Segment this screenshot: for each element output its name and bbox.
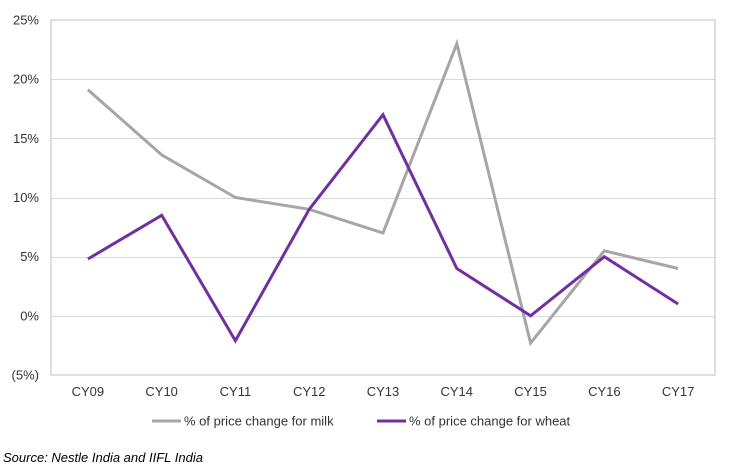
x-tick-label: CY11: [220, 384, 252, 399]
y-tick-label: 25%: [13, 13, 39, 28]
legend-label: % of price change for milk: [184, 414, 334, 429]
legend: % of price change for milk % of price cha…: [152, 414, 571, 429]
source-note: Source: Nestle India and IIFL India: [3, 450, 203, 465]
x-tick-label: CY17: [662, 384, 695, 399]
x-tick-label: CY10: [145, 384, 178, 399]
y-tick-label: 10%: [13, 190, 39, 205]
series-lines: [86, 38, 679, 347]
y-tick-labels: 25% 20% 15% 10% 5% 0% (5%): [12, 13, 40, 383]
x-tick-label: CY16: [588, 384, 621, 399]
y-tick-label: 20%: [13, 72, 39, 87]
series-line-wheat: [87, 111, 679, 344]
x-tick-label: CY14: [441, 384, 474, 399]
axes: [50, 19, 716, 376]
x-tick-label: CY09: [72, 384, 105, 399]
y-tick-label: 15%: [13, 131, 39, 146]
legend-label: % of price change for wheat: [409, 414, 571, 429]
x-tick-labels: CY09 CY10 CY11 CY12 CY13 CY14 CY15 CY16 CY17: [72, 384, 695, 399]
y-tick-label: 0%: [20, 308, 39, 323]
y-tick-label: 5%: [20, 249, 39, 264]
x-tick-label: CY15: [514, 384, 547, 399]
x-tick-label: CY12: [293, 384, 326, 399]
series-line-milk: [86, 38, 679, 347]
x-tick-label: CY13: [367, 384, 400, 399]
y-tick-label: (5%): [12, 368, 39, 383]
plot-area-border: [50, 19, 716, 376]
